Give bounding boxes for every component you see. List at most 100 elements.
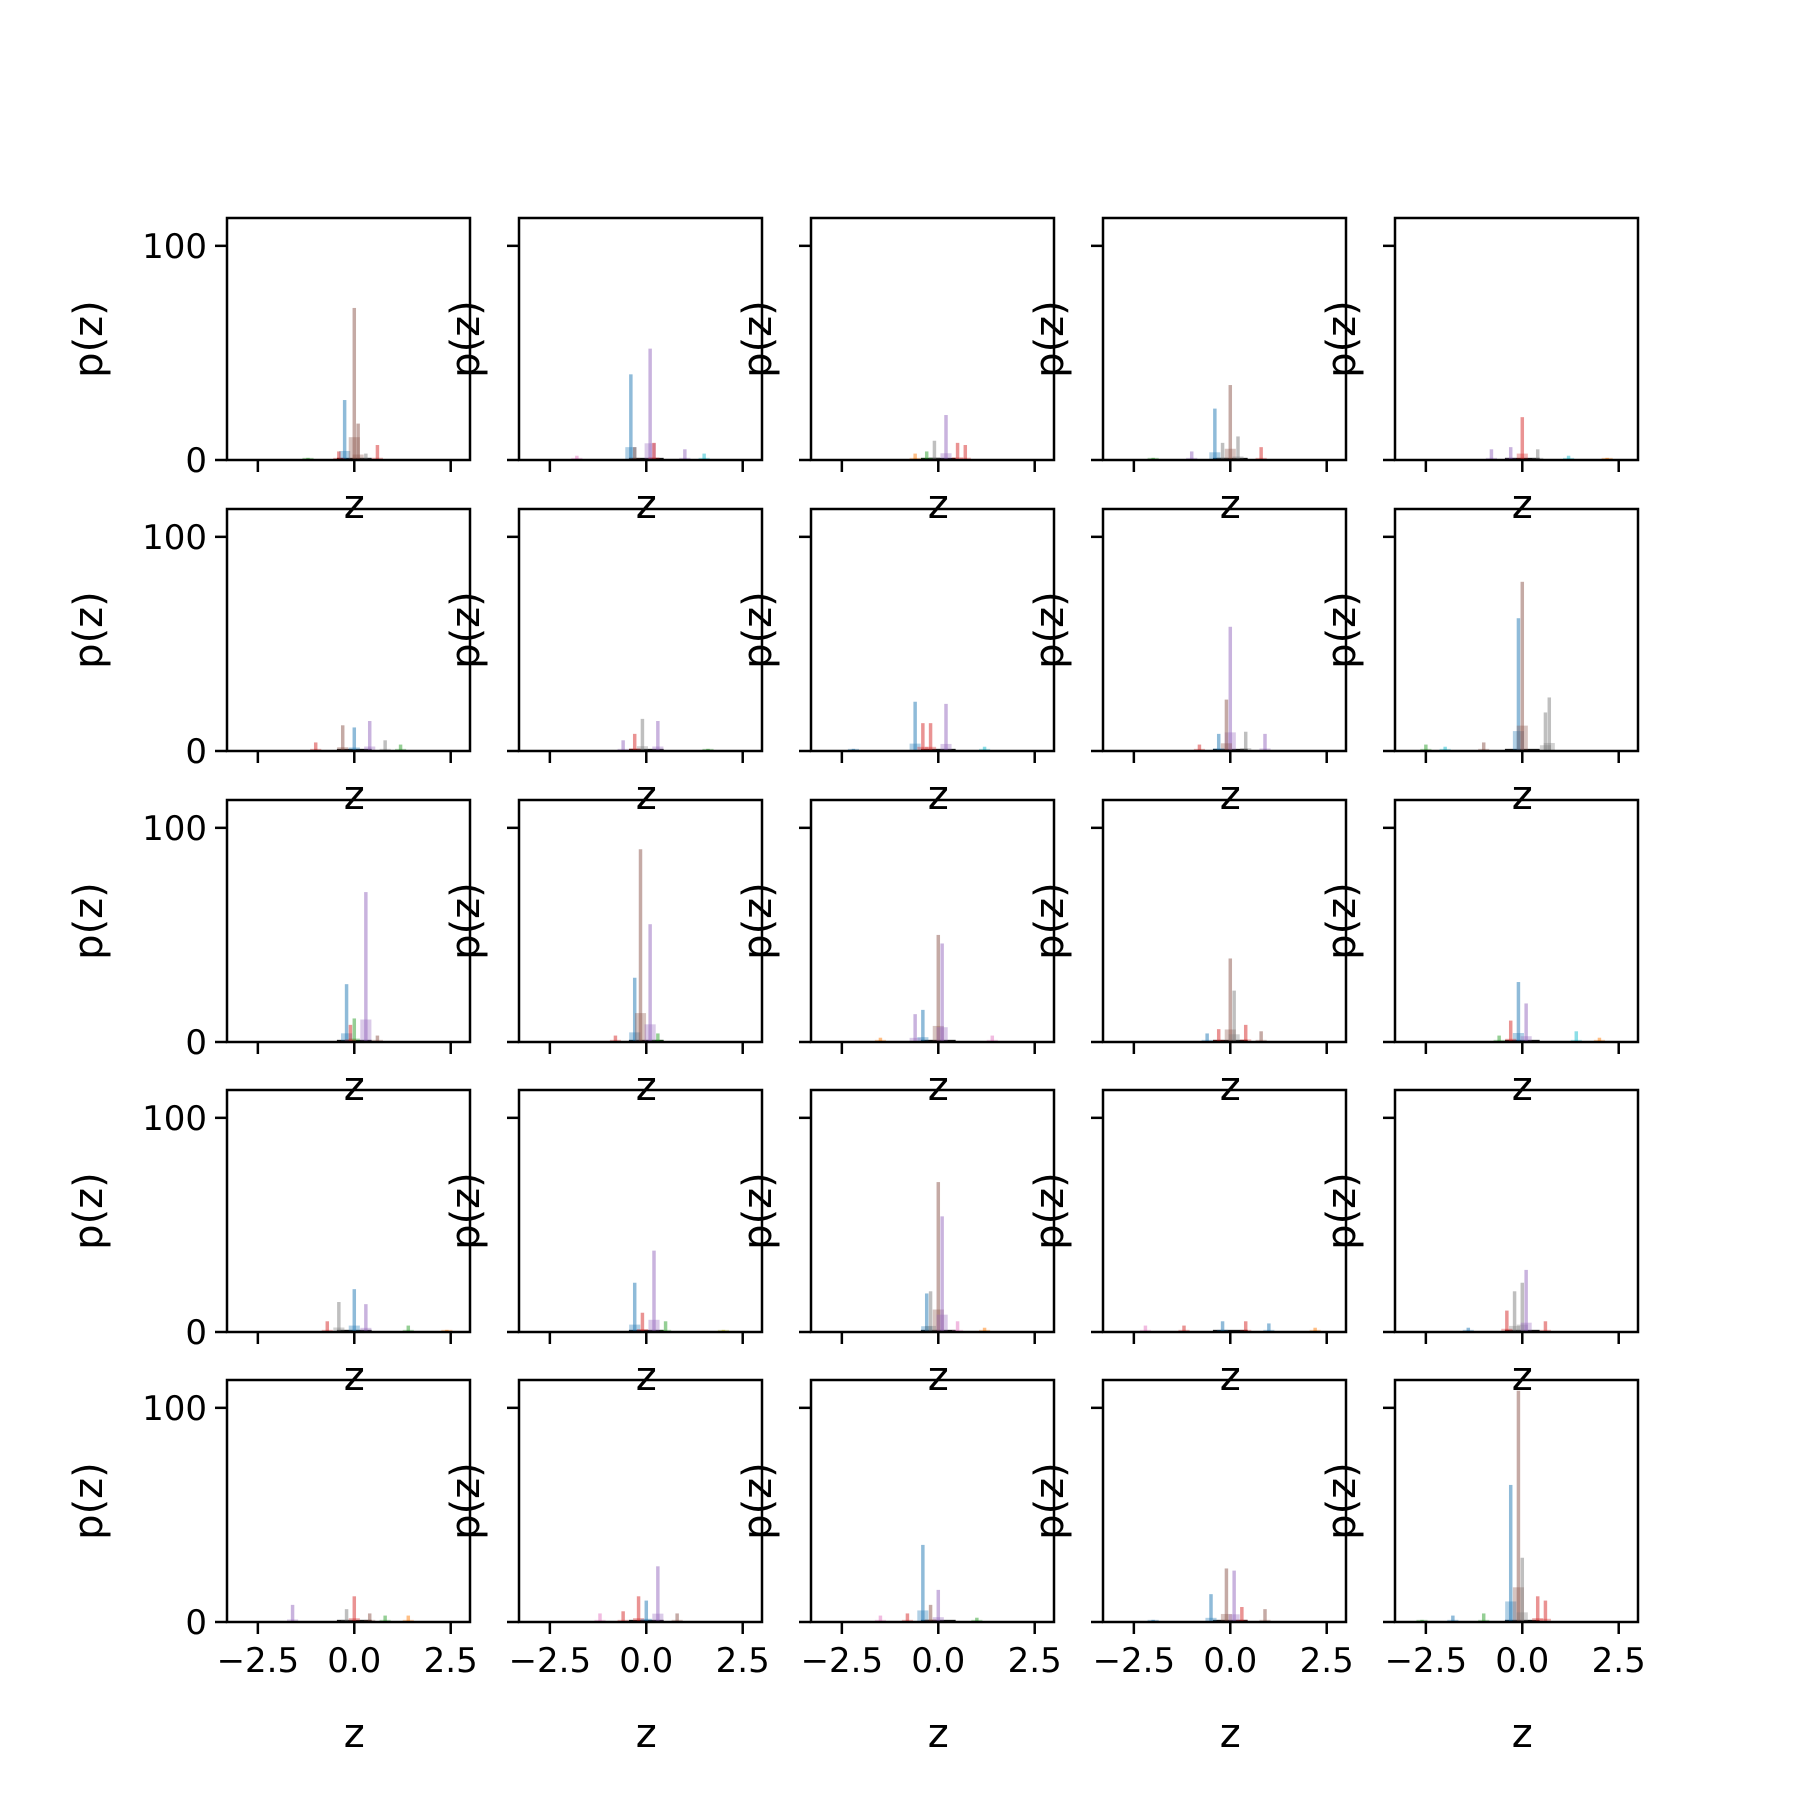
hist-bar-shoulder xyxy=(648,1319,660,1332)
x-tick-label: −2.5 xyxy=(1093,1641,1176,1681)
x-tick-label: 0.0 xyxy=(327,1641,381,1681)
hist-bar xyxy=(1259,447,1263,460)
y-tick-label: 0 xyxy=(185,1313,207,1353)
hist-bar xyxy=(652,1250,656,1332)
hist-bar xyxy=(1543,1600,1548,1622)
hist-bar-shoulder xyxy=(1516,453,1528,460)
hist-bar-shoulder xyxy=(644,1024,656,1042)
x-tick-label: 0.0 xyxy=(911,1641,965,1681)
hist-bar xyxy=(1516,618,1521,751)
hist-bar xyxy=(936,934,941,1042)
hist-bar xyxy=(955,442,960,460)
hist-bar-shoulder xyxy=(364,746,376,751)
hist-bar-shoulder xyxy=(634,1013,647,1042)
axes-frame xyxy=(809,216,1056,462)
x-axis-label: z xyxy=(1512,482,1533,528)
hist-bar xyxy=(632,733,637,751)
hist-bar-shoulder xyxy=(629,1324,641,1332)
axes-frame xyxy=(225,1378,472,1624)
hist-bar xyxy=(575,455,579,460)
hist-bar xyxy=(1512,1291,1517,1332)
x-axis-label: z xyxy=(636,482,657,528)
y-axis-label: p(z) xyxy=(735,882,781,960)
hist-bar-shoulder xyxy=(1228,1034,1240,1042)
y-axis-label: p(z) xyxy=(1319,882,1365,960)
hist-bar xyxy=(364,1304,368,1332)
hist-bar xyxy=(936,1589,941,1622)
hist-bar-shoulder xyxy=(341,1033,353,1042)
x-axis-label: z xyxy=(928,1064,949,1110)
hist-bar-shoulder xyxy=(928,457,940,460)
y-axis-label: p(z) xyxy=(1027,300,1073,378)
axes-frame xyxy=(809,1088,1056,1334)
subplot-r0-c4: z p(z) xyxy=(1319,216,1640,528)
hist-bar xyxy=(975,1617,979,1622)
x-axis-label: z xyxy=(636,1064,657,1110)
hist-bar xyxy=(1228,958,1233,1042)
x-axis-label: z xyxy=(344,1711,365,1757)
hist-bar-shoulder xyxy=(636,1329,648,1332)
hist-bar-shoulder xyxy=(921,1326,933,1332)
hist-bar-shoulder xyxy=(1532,1618,1544,1622)
hist-bar-shoulder xyxy=(348,1325,360,1332)
hist-bar-shoulder xyxy=(1240,1039,1252,1042)
hist-bar-shoulder xyxy=(337,747,349,751)
hist-bar xyxy=(1224,699,1229,751)
hist-bar xyxy=(621,1611,625,1622)
hist-bar-shoulder xyxy=(629,748,641,751)
hist-bar xyxy=(1505,1310,1509,1332)
hist-bar-shoulder xyxy=(1228,1614,1240,1622)
hist-bar xyxy=(1228,626,1233,751)
hist-bar xyxy=(1597,1037,1602,1042)
hist-bar xyxy=(648,348,652,460)
x-tick-label: 2.5 xyxy=(1300,1641,1354,1681)
hist-bar xyxy=(1497,1035,1501,1042)
y-tick-label: 0 xyxy=(185,1603,207,1643)
hist-bar xyxy=(1481,1613,1486,1622)
hist-bar xyxy=(383,1615,387,1622)
hist-bar-shoulder xyxy=(940,743,952,751)
hist-bar xyxy=(940,1216,944,1332)
hist-bar-shoulder xyxy=(1516,1612,1528,1622)
axes-frame xyxy=(809,507,1056,753)
hist-bar xyxy=(344,1609,349,1622)
hist-bar-shoulder xyxy=(652,746,664,751)
x-axis-label: z xyxy=(928,1711,949,1757)
y-tick-label: 0 xyxy=(185,1023,207,1063)
y-axis-label: p(z) xyxy=(66,1462,112,1540)
x-tick-label: 2.5 xyxy=(424,1641,478,1681)
hist-bar xyxy=(1189,451,1194,460)
subplot-r2-c1: z p(z) xyxy=(443,798,764,1110)
axes-frame xyxy=(517,507,764,753)
hist-bar xyxy=(963,445,968,460)
axes-frame xyxy=(1393,216,1640,462)
hist-bar xyxy=(1259,1031,1263,1042)
x-axis-label: z xyxy=(344,1354,365,1400)
hist-bar-shoulder xyxy=(917,1610,929,1622)
hist-bar xyxy=(683,449,687,460)
x-axis-label: z xyxy=(1220,1064,1241,1110)
hist-bar xyxy=(913,1014,917,1042)
subplot-r4-c0: 0 100 −2.5 0.0 2.5 z p(z) xyxy=(66,1378,478,1757)
hist-bar xyxy=(638,849,643,1042)
hist-bar-shoulder xyxy=(339,451,351,460)
hist-bar xyxy=(1236,436,1240,460)
hist-bar xyxy=(878,1615,883,1622)
x-axis-label: z xyxy=(636,1354,657,1400)
hist-bar xyxy=(1481,742,1486,751)
hist-bar xyxy=(913,453,917,460)
hist-bar xyxy=(598,1613,602,1622)
hist-bar xyxy=(337,451,341,460)
hist-bar-shoulder xyxy=(360,1019,372,1042)
hist-bar-shoulder xyxy=(1516,1324,1528,1332)
hist-bar xyxy=(348,1024,353,1042)
y-tick-label: 100 xyxy=(142,1389,207,1429)
hist-bar xyxy=(1228,385,1233,460)
subplot-r0-c1: z p(z) xyxy=(443,216,764,528)
hist-bar xyxy=(1516,982,1521,1042)
x-tick-label: 0.0 xyxy=(1203,1641,1257,1681)
hist-bar xyxy=(352,727,357,751)
x-axis-label: z xyxy=(1220,1354,1241,1400)
hist-bar xyxy=(613,1035,618,1042)
hist-bar xyxy=(364,453,368,460)
